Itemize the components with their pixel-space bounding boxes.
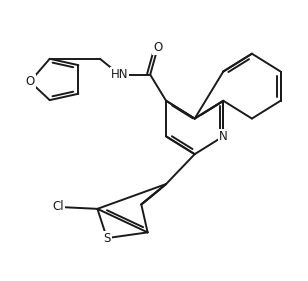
Text: S: S — [103, 232, 111, 244]
Text: O: O — [153, 41, 162, 54]
Text: HN: HN — [111, 68, 128, 81]
Text: N: N — [219, 130, 228, 143]
Text: Cl: Cl — [53, 200, 64, 214]
Text: O: O — [25, 75, 34, 88]
